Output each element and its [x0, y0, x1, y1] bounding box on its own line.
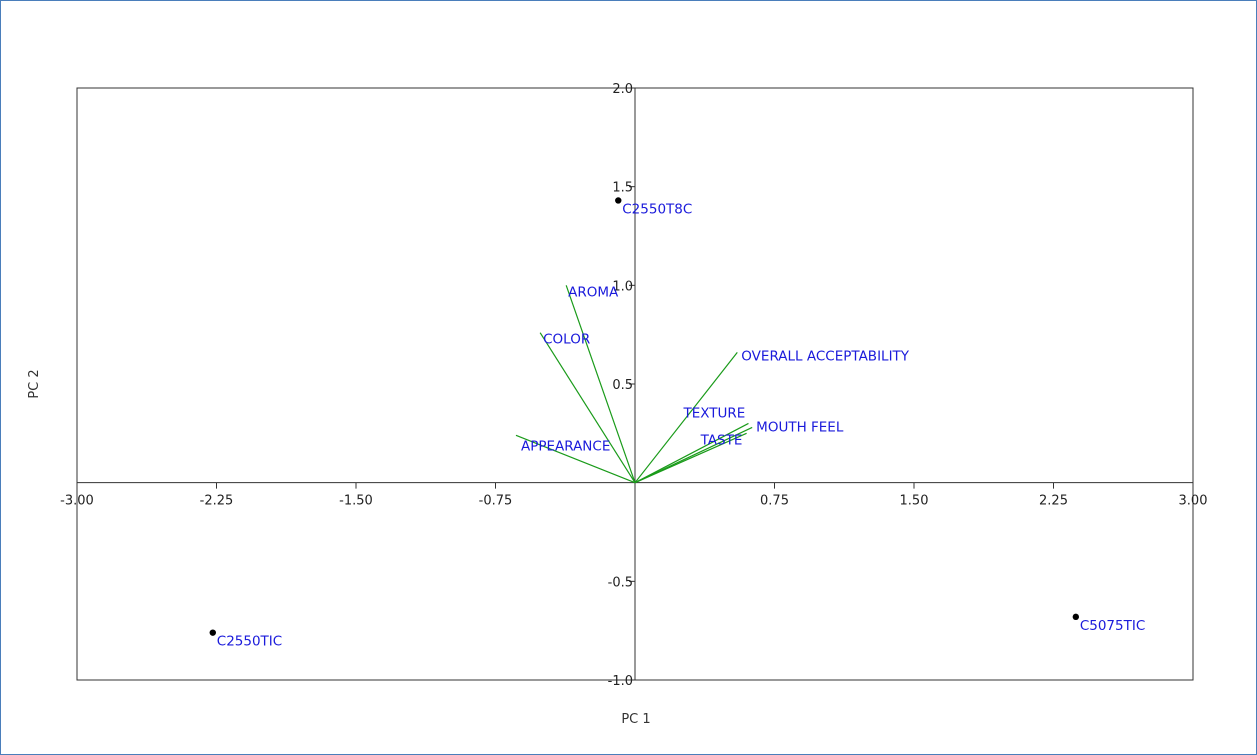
x-tick-label: -2.25 [200, 494, 234, 509]
loading-vector-label: OVERALL ACCEPTABILITY [741, 348, 910, 364]
score-point [1072, 613, 1080, 621]
loading-vector-label: MOUTH FEEL [756, 419, 844, 435]
y-tick-label: -0.5 [608, 575, 633, 590]
y-tick-label: -1.0 [608, 674, 633, 689]
loading-vector-label: TEXTURE [682, 405, 745, 421]
x-tick-label: -3.00 [60, 494, 94, 509]
vectors-layer: AROMA COLOR OVERALL ACCEPTABILITY APPEARANC… [515, 284, 910, 484]
score-point-label: C2550TIC [217, 634, 282, 650]
score-point-label: C2550T8C [622, 201, 692, 217]
loading-vector-label: TASTE [700, 432, 743, 448]
y-axis-title: PC 2 [27, 369, 42, 398]
x-tick-label: 1.50 [900, 494, 929, 509]
y-tick-label: 2.0 [612, 82, 633, 97]
x-tick-label: 3.00 [1179, 494, 1208, 509]
x-tick-label: 0.75 [760, 494, 789, 509]
axes-layer: -3.00 -2.25 -1.50 -0.75 0.75 1.50 2.25 3.00 -1.0… [60, 82, 1207, 689]
score-point-label: C5075TIC [1080, 618, 1145, 634]
y-tick-label: 1.0 [612, 279, 633, 294]
loading-vector-label: APPEARANCE [521, 438, 610, 454]
x-tick-label: 2.25 [1039, 494, 1068, 509]
x-tick-label: -1.50 [339, 494, 373, 509]
loading-vector [565, 285, 636, 483]
loading-vector [634, 422, 749, 484]
loading-vector [634, 352, 738, 484]
score-point [209, 629, 216, 636]
x-axis-title: PC 1 [621, 712, 650, 727]
loading-vector-label: AROMA [568, 284, 619, 300]
x-tick-label: -0.75 [479, 494, 513, 509]
y-tick-label: 1.5 [612, 181, 633, 196]
loading-vector [634, 432, 747, 484]
loading-vector [539, 332, 636, 483]
y-tick-label: 0.5 [612, 378, 633, 393]
score-point [615, 197, 622, 204]
loading-vector-label: COLOR [543, 332, 590, 348]
points-layer: C2550T8C C2550TIC C5075TIC [209, 197, 1145, 650]
loading-vector [515, 434, 636, 484]
